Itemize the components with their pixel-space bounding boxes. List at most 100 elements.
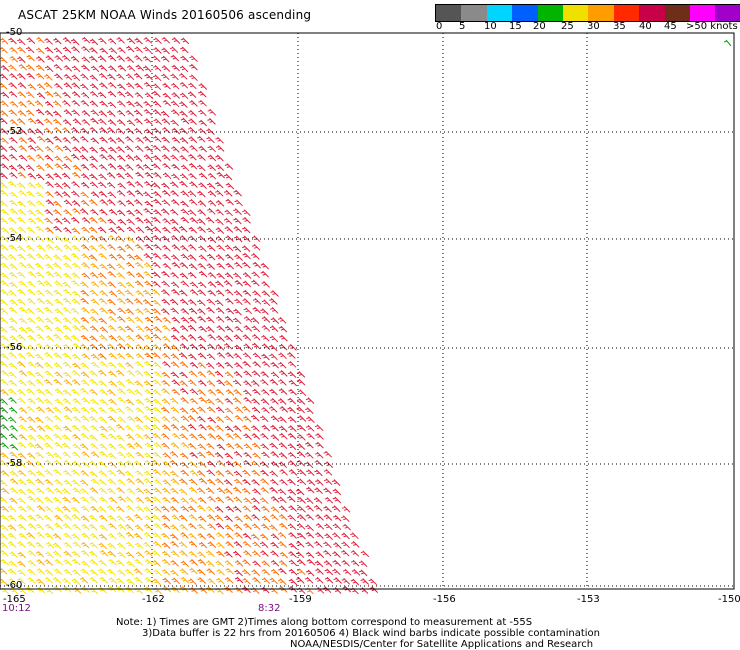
wind-barb bbox=[223, 342, 233, 350]
wind-barb bbox=[8, 325, 18, 333]
wind-barb bbox=[214, 299, 224, 307]
wind-barb bbox=[17, 461, 26, 468]
wind-barb bbox=[171, 234, 180, 242]
wind-barb bbox=[90, 353, 100, 361]
wind-barb bbox=[72, 433, 81, 441]
wind-barb bbox=[8, 362, 18, 370]
wind-barb bbox=[188, 532, 197, 540]
wind-barb bbox=[269, 325, 279, 332]
wind-barb bbox=[17, 569, 26, 577]
wind-barb bbox=[142, 163, 152, 171]
wind-barb bbox=[225, 262, 235, 270]
wind-barb bbox=[188, 198, 198, 206]
wind-barb bbox=[18, 326, 28, 334]
wind-barb bbox=[44, 208, 54, 216]
wind-barb bbox=[332, 568, 341, 576]
wind-barb bbox=[179, 380, 188, 387]
wind-barb bbox=[233, 496, 243, 504]
wind-barb bbox=[170, 154, 179, 162]
wind-barb bbox=[170, 73, 179, 81]
wind-barb bbox=[224, 560, 234, 567]
wind-barb bbox=[234, 569, 243, 577]
wind-barb bbox=[278, 325, 288, 333]
wind-barb bbox=[270, 290, 279, 297]
wind-barb bbox=[305, 513, 314, 521]
wind-barb bbox=[89, 335, 98, 342]
wind-barb bbox=[152, 226, 162, 233]
lat-label: -52 bbox=[6, 126, 23, 137]
wind-barb bbox=[297, 424, 306, 432]
wind-barb bbox=[90, 424, 99, 432]
wind-barb bbox=[233, 272, 242, 280]
wind-barb bbox=[36, 333, 45, 341]
wind-barb bbox=[259, 541, 269, 549]
wind-barb bbox=[72, 164, 82, 172]
wind-barb bbox=[144, 577, 154, 584]
wind-barb bbox=[188, 578, 197, 586]
wind-barb bbox=[305, 569, 315, 577]
wind-barb bbox=[261, 388, 270, 396]
wind-barb bbox=[297, 469, 307, 476]
wind-barb bbox=[36, 289, 45, 297]
wind-barb bbox=[44, 110, 54, 117]
wind-barb bbox=[187, 415, 197, 422]
wind-barb bbox=[72, 146, 81, 153]
wind-barb bbox=[44, 154, 54, 162]
wind-barb bbox=[234, 478, 243, 486]
wind-barb bbox=[17, 200, 26, 208]
wind-barb bbox=[134, 442, 143, 449]
wind-barb bbox=[153, 209, 162, 216]
wind-barb bbox=[180, 441, 190, 449]
wind-barb bbox=[44, 559, 53, 566]
wind-barb bbox=[198, 245, 207, 253]
wind-barb bbox=[53, 135, 62, 143]
wind-barb bbox=[98, 110, 108, 117]
wind-barb bbox=[162, 352, 171, 360]
wind-barb bbox=[161, 289, 170, 296]
wind-barb bbox=[107, 478, 117, 485]
wind-barb bbox=[117, 478, 126, 486]
wind-barb bbox=[116, 137, 125, 144]
wind-barb bbox=[35, 451, 44, 459]
wind-barb bbox=[215, 218, 224, 226]
wind-barb bbox=[54, 326, 64, 334]
wind-barb bbox=[242, 272, 252, 279]
wind-barb bbox=[36, 434, 46, 441]
wind-barb bbox=[53, 110, 62, 118]
wind-barb bbox=[170, 569, 179, 577]
wind-barb bbox=[89, 226, 98, 234]
wind-barb bbox=[17, 253, 26, 261]
wind-barb bbox=[63, 479, 73, 487]
wind-barb bbox=[260, 478, 269, 485]
wind-barb bbox=[233, 425, 242, 432]
wind-barb bbox=[234, 261, 243, 269]
wind-barb bbox=[171, 514, 181, 522]
wind-barb bbox=[98, 443, 108, 451]
wind-barb bbox=[63, 425, 72, 433]
wind-barb bbox=[233, 541, 243, 548]
wind-barb bbox=[17, 469, 27, 477]
wind-barb bbox=[116, 434, 125, 442]
wind-barb bbox=[179, 65, 189, 73]
wind-barb bbox=[53, 91, 62, 99]
wind-barb bbox=[126, 261, 135, 269]
wind-barb bbox=[71, 99, 81, 107]
wind-barb bbox=[288, 542, 298, 550]
wind-barb bbox=[107, 191, 117, 199]
wind-barb bbox=[225, 389, 235, 396]
wind-barb bbox=[98, 37, 107, 45]
wind-barb bbox=[207, 523, 216, 531]
wind-barb bbox=[179, 262, 189, 269]
wind-barb bbox=[189, 281, 199, 289]
wind-barb bbox=[243, 514, 253, 521]
wind-barb bbox=[134, 127, 143, 135]
wind-barb bbox=[62, 119, 72, 126]
wind-barb bbox=[342, 523, 352, 531]
wind-barb bbox=[44, 378, 53, 386]
map-title: ASCAT 25KM NOAA Winds 20160506 ascending bbox=[18, 8, 312, 22]
wind-barb bbox=[89, 47, 98, 54]
wind-barb bbox=[179, 407, 189, 414]
wind-barb bbox=[134, 513, 143, 521]
wind-barb bbox=[152, 532, 162, 540]
wind-barb bbox=[169, 459, 179, 467]
